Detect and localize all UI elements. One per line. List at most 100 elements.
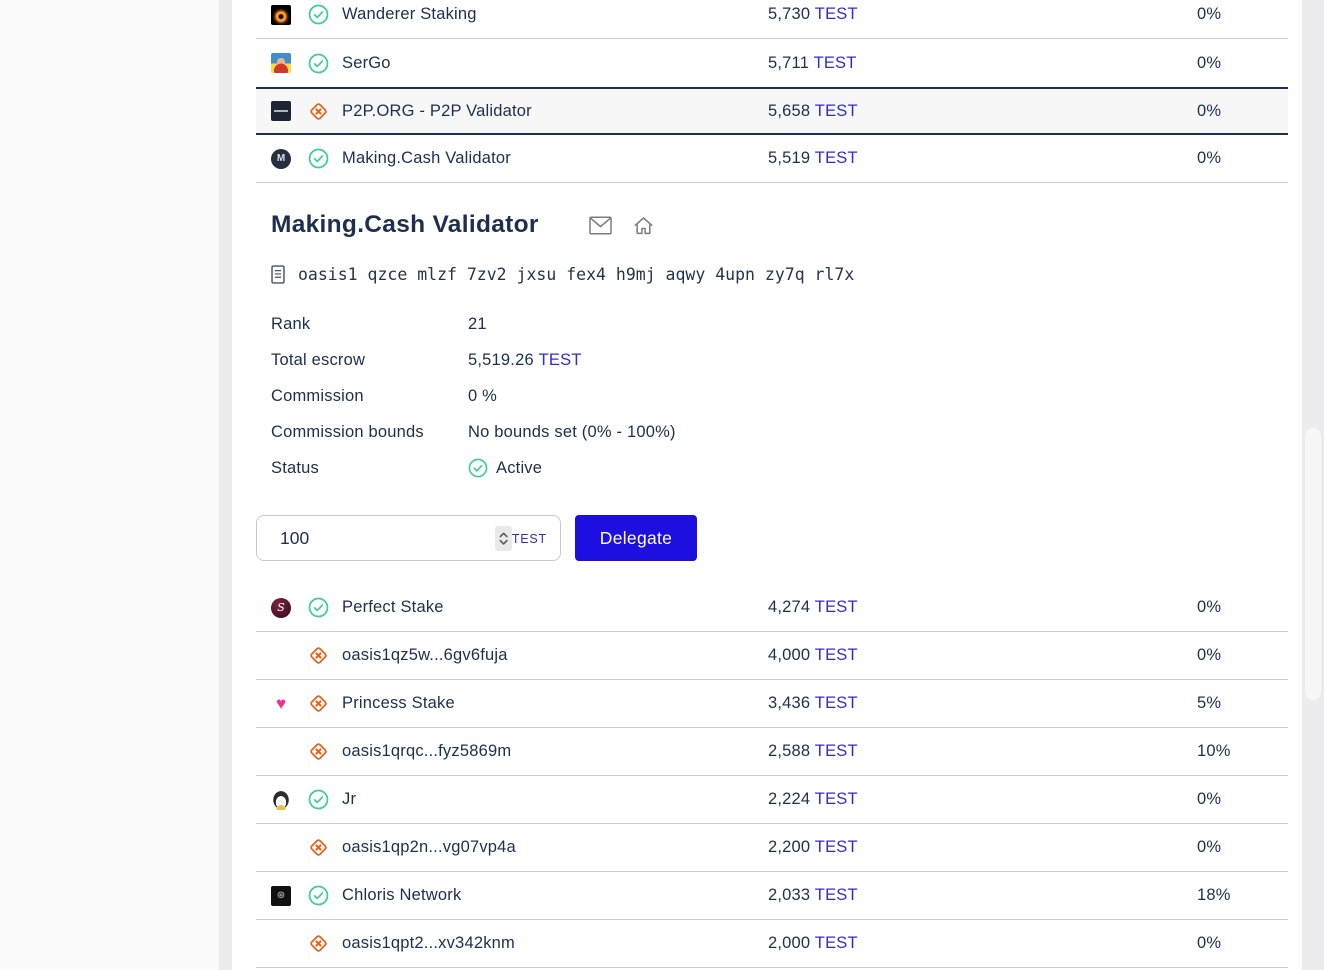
escrow-number: 4,274 bbox=[768, 598, 811, 616]
table-row[interactable]: Perfect Stake 4,274 TEST 0% bbox=[256, 584, 1288, 632]
currency-link[interactable]: TEST bbox=[814, 101, 858, 120]
escrow-amount: 3,436 TEST bbox=[768, 694, 858, 713]
validator-avatar-m-logo bbox=[271, 148, 291, 169]
home-website-icon[interactable] bbox=[633, 215, 654, 236]
currency-link[interactable]: TEST bbox=[813, 53, 857, 72]
warning-status-icon bbox=[309, 838, 328, 857]
fee-percent: 0% bbox=[1197, 149, 1222, 167]
warning-status-icon bbox=[309, 101, 328, 121]
active-status-icon bbox=[308, 53, 329, 73]
fee-percent: 0% bbox=[1197, 838, 1222, 856]
detail-label: Status bbox=[271, 458, 319, 477]
validator-avatar-face bbox=[271, 53, 291, 73]
amount-stepper[interactable] bbox=[495, 526, 512, 551]
table-row[interactable]: oasis1qz5w...6gv6fuja 4,000 TEST 0% bbox=[256, 632, 1288, 680]
fee-percent: 0% bbox=[1197, 934, 1222, 952]
validators-table: Wanderer Staking 5,730 TEST 0% SerGo 5,7… bbox=[256, 0, 1288, 183]
fee-percent: 0% bbox=[1197, 646, 1222, 664]
validator-name: Jr bbox=[342, 790, 357, 808]
escrow-amount: 2,588 TEST bbox=[768, 742, 858, 761]
detail-label: Commission bbox=[271, 386, 364, 405]
validator-avatar-dark-logo bbox=[271, 101, 291, 121]
input-currency-label: TEST bbox=[511, 532, 547, 546]
copy-address-icon[interactable] bbox=[269, 264, 287, 285]
detail-row-commission-bounds: Commission bounds No bounds set (0% - 10… bbox=[271, 414, 676, 450]
warning-status-icon bbox=[309, 694, 328, 713]
currency-link[interactable]: TEST bbox=[814, 790, 858, 808]
detail-row-escrow: Total escrow 5,519.26 TEST bbox=[271, 342, 676, 378]
escrow-amount: 5,730 TEST bbox=[768, 5, 858, 24]
fee-percent: 18% bbox=[1197, 886, 1231, 904]
escrow-number: 2,033 bbox=[768, 886, 811, 904]
escrow-number: 5,711 bbox=[768, 53, 810, 72]
scrollbar-thumb[interactable] bbox=[1305, 428, 1321, 700]
detail-value: No bounds set (0% - 100%) bbox=[468, 422, 676, 441]
fee-percent: 0% bbox=[1197, 53, 1222, 72]
active-status-icon bbox=[308, 597, 329, 618]
escrow-amount: 4,274 TEST bbox=[768, 598, 858, 617]
table-row[interactable]: oasis1qp2n...vg07vp4a 2,200 TEST 0% bbox=[256, 824, 1288, 872]
currency-link[interactable]: TEST bbox=[814, 694, 858, 712]
detail-value: 0 % bbox=[468, 386, 498, 405]
currency-link[interactable]: TEST bbox=[538, 350, 582, 369]
validator-name: Wanderer Staking bbox=[342, 5, 477, 23]
table-row[interactable]: SerGo 5,711 TEST 0% bbox=[256, 39, 1288, 87]
detail-row-rank: Rank 21 bbox=[271, 306, 676, 342]
detail-label: Rank bbox=[271, 314, 311, 333]
validator-address-short: oasis1qpt2...xv342knm bbox=[342, 934, 515, 952]
currency-link[interactable]: TEST bbox=[814, 934, 858, 952]
escrow-amount: 4,000 TEST bbox=[768, 646, 858, 665]
active-status-icon bbox=[308, 789, 329, 810]
table-row[interactable]: Chloris Network 2,033 TEST 18% bbox=[256, 872, 1288, 920]
currency-link[interactable]: TEST bbox=[814, 598, 858, 616]
validator-address-short: oasis1qz5w...6gv6fuja bbox=[342, 646, 508, 664]
escrow-amount: 5,519 TEST bbox=[768, 149, 858, 168]
currency-link[interactable]: TEST bbox=[814, 646, 858, 664]
fee-percent: 10% bbox=[1197, 742, 1231, 760]
validator-avatar-heart bbox=[271, 694, 291, 714]
fee-percent: 0% bbox=[1197, 101, 1222, 120]
table-row[interactable]: Jr 2,224 TEST 0% bbox=[256, 776, 1288, 824]
validator-name: Making.Cash Validator bbox=[342, 149, 511, 167]
escrow-amount: 5,658 TEST bbox=[768, 102, 858, 121]
validator-avatar-blackhole bbox=[271, 4, 291, 25]
fee-percent: 0% bbox=[1197, 5, 1222, 23]
warning-status-icon bbox=[309, 742, 328, 761]
currency-link[interactable]: TEST bbox=[814, 838, 858, 856]
fee-percent: 5% bbox=[1197, 694, 1222, 712]
table-row[interactable]: oasis1qrqc...fyz5869m 2,588 TEST 10% bbox=[256, 728, 1288, 776]
escrow-amount: 2,000 TEST bbox=[768, 934, 858, 953]
validator-header: Making.Cash Validator bbox=[271, 211, 654, 239]
fee-percent: 0% bbox=[1197, 790, 1222, 808]
table-row-selected[interactable]: P2P.ORG - P2P Validator 5,658 TEST 0% bbox=[256, 87, 1288, 135]
table-row[interactable]: Wanderer Staking 5,730 TEST 0% bbox=[256, 0, 1288, 39]
escrow-number: 2,588 bbox=[768, 742, 811, 760]
validator-avatar-s-circle bbox=[271, 597, 291, 618]
validator-address-short: oasis1qp2n...vg07vp4a bbox=[342, 838, 516, 856]
table-row[interactable]: Princess Stake 3,436 TEST 5% bbox=[256, 680, 1288, 728]
currency-link[interactable]: TEST bbox=[814, 742, 858, 760]
up-down-chevrons-icon bbox=[499, 532, 508, 545]
warning-status-icon bbox=[309, 646, 328, 665]
table-row[interactable]: oasis1qpt2...xv342knm 2,000 TEST 0% bbox=[256, 920, 1288, 968]
escrow-amount: 2,224 TEST bbox=[768, 790, 858, 809]
validator-name: Perfect Stake bbox=[342, 598, 444, 616]
currency-link[interactable]: TEST bbox=[814, 149, 858, 167]
detail-label: Total escrow bbox=[271, 350, 366, 369]
currency-link[interactable]: TEST bbox=[814, 886, 858, 904]
validator-name: SerGo bbox=[342, 53, 391, 72]
escrow-number: 2,200 bbox=[768, 838, 811, 856]
delegate-button[interactable]: Delegate bbox=[575, 515, 697, 561]
currency-link[interactable]: TEST bbox=[814, 5, 858, 23]
left-gutter bbox=[219, 0, 232, 970]
email-icon[interactable] bbox=[588, 215, 612, 235]
escrow-number: 5,730 bbox=[768, 5, 811, 23]
escrow-number: 5,519.26 bbox=[468, 350, 534, 369]
active-status-icon bbox=[308, 148, 329, 169]
validator-name: Chloris Network bbox=[342, 886, 462, 904]
detail-row-commission: Commission 0 % bbox=[271, 378, 676, 414]
escrow-number: 5,519 bbox=[768, 149, 811, 167]
table-row[interactable]: Making.Cash Validator 5,519 TEST 0% bbox=[256, 135, 1288, 183]
escrow-amount: 2,200 TEST bbox=[768, 838, 858, 857]
